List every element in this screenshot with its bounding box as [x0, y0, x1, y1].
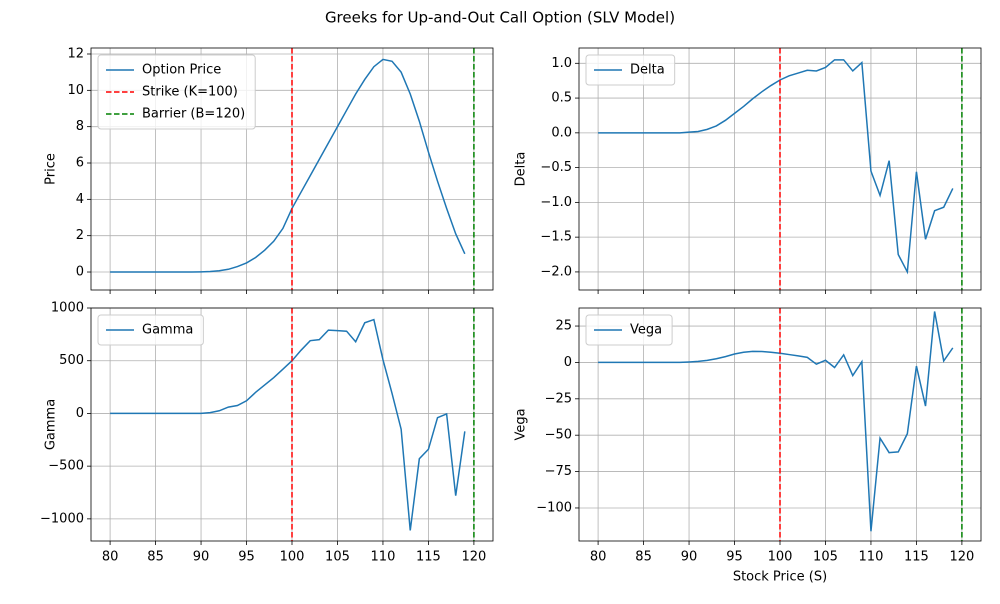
x-tick-label: 110	[859, 550, 884, 565]
plot-area	[598, 48, 963, 290]
legend-label: Barrier (B=120)	[142, 107, 245, 122]
legend-label: Option Price	[142, 63, 221, 78]
x-tick-label: 105	[325, 550, 350, 565]
subplot: −2.0 −1.5 −1.0 −0.5 0.0 0.5 1.0 Delta Delta	[514, 47, 982, 294]
plot-area	[110, 308, 475, 541]
subplot: 80 85 90 95 100 105 110 115 120 −1000 −500 0 500 1000…	[40, 301, 494, 565]
plot-area	[598, 308, 963, 541]
x-tick-label: 105	[813, 550, 838, 565]
axes-frame	[578, 47, 982, 291]
legend: Vega	[585, 314, 673, 346]
legend: Gamma	[97, 314, 204, 346]
data-line	[110, 318, 466, 531]
y-tick-label: 1.0	[551, 56, 572, 71]
y-tick-label: 0	[564, 355, 572, 370]
x-tick-label: 100	[280, 550, 305, 565]
subplot: 0 2 4 6 8 10 12 Price Option Price Strike (K=100)…	[44, 46, 494, 294]
y-tick-label: 8	[76, 119, 84, 134]
x-tick-label: 90	[681, 550, 698, 565]
x-tick-label: 85	[635, 550, 652, 565]
y-tick-label: −25	[545, 391, 572, 406]
y-tick-label: 4	[76, 192, 84, 207]
legend: Delta	[585, 54, 676, 86]
y-axis-label: Price	[44, 153, 59, 185]
y-tick-label: 1000	[51, 301, 84, 316]
x-tick-label: 100	[768, 550, 793, 565]
axes-frame	[90, 307, 494, 542]
y-tick-label: 0.0	[551, 125, 572, 140]
axes-frame	[90, 47, 494, 291]
legend-frame	[97, 314, 204, 346]
x-tick-label: 80	[590, 550, 607, 565]
y-tick-label: 6	[76, 156, 84, 171]
x-tick-label: 115	[904, 550, 929, 565]
legend-frame	[97, 54, 256, 130]
x-tick-label: 95	[238, 550, 255, 565]
y-tick-label: 10	[67, 83, 84, 98]
y-tick-label: 0.5	[551, 91, 572, 106]
y-axis-label: Delta	[514, 152, 529, 187]
x-axis-label: Stock Price (S)	[733, 570, 827, 585]
x-tick-label: 115	[416, 550, 441, 565]
x-tick-label: 120	[461, 550, 486, 565]
data-line	[598, 59, 954, 275]
y-tick-label: −75	[545, 464, 572, 479]
legend-label: Delta	[630, 63, 665, 78]
x-tick-label: 110	[371, 550, 396, 565]
y-tick-label: 12	[67, 46, 84, 61]
y-tick-label: −500	[48, 459, 84, 474]
y-tick-label: −1.5	[540, 230, 572, 245]
y-tick-label: 0	[76, 406, 84, 421]
y-tick-label: −0.5	[540, 160, 572, 175]
x-tick-label: 80	[102, 550, 119, 565]
legend-frame	[585, 314, 673, 346]
legend: Option Price Strike (K=100) Barrier (B=120…	[97, 54, 256, 130]
legend-label: Vega	[630, 323, 662, 338]
y-tick-label: −100	[536, 500, 572, 515]
y-tick-label: 0	[76, 265, 84, 280]
legend-frame	[585, 54, 676, 86]
x-tick-label: 90	[193, 550, 210, 565]
y-axis-label: Gamma	[44, 399, 59, 450]
x-tick-label: 85	[147, 550, 164, 565]
y-tick-label: 25	[555, 319, 572, 334]
y-tick-label: −1000	[40, 511, 84, 526]
subplot: 80 85 90 95 100 105 110 115 120 −100 −75 −50 −25 0 25 V…	[514, 307, 982, 585]
data-line	[598, 311, 954, 532]
y-tick-label: 2	[76, 228, 84, 243]
y-tick-label: −50	[545, 428, 572, 443]
plot-area	[110, 48, 475, 290]
y-tick-label: −2.0	[540, 264, 572, 279]
legend-label: Strike (K=100)	[142, 85, 238, 100]
axes-frame	[578, 307, 982, 542]
y-tick-label: −1.0	[540, 195, 572, 210]
y-axis-label: Vega	[514, 408, 529, 440]
figure-title: Greeks for Up-and-Out Call Option (SLV M…	[325, 9, 675, 27]
x-tick-label: 95	[726, 550, 743, 565]
legend-label: Gamma	[142, 323, 193, 338]
y-tick-label: 500	[59, 353, 84, 368]
data-line	[110, 58, 466, 273]
x-tick-label: 120	[949, 550, 974, 565]
